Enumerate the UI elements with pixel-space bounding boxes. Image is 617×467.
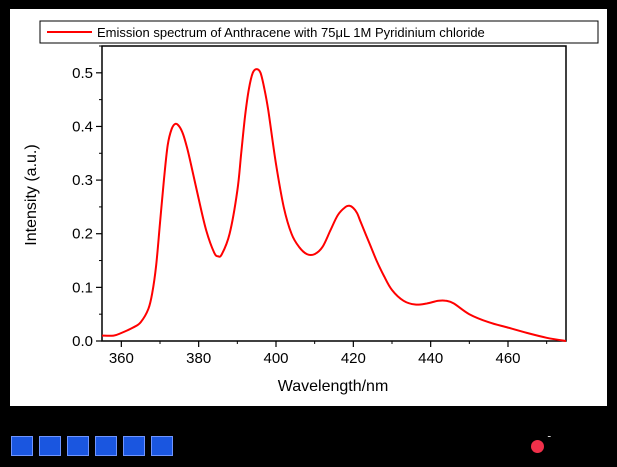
x-tick-label-400: 400 <box>263 350 288 367</box>
x-axis-label: Wavelength/nm <box>278 378 389 395</box>
x-tick-label-420: 420 <box>341 350 366 367</box>
y-tick-label-0.5: 0.5 <box>72 65 93 82</box>
emission-spectrum-chart: Emission spectrum of Anthracene with 75μ… <box>23 20 599 395</box>
y-tick-label-0.4: 0.4 <box>72 118 93 135</box>
plot-frame <box>101 45 567 342</box>
record-dot-icon[interactable] <box>531 440 544 453</box>
x-tick-label-440: 440 <box>418 350 443 367</box>
legend: Emission spectrum of Anthracene with 75μ… <box>39 20 599 44</box>
nav-button-1[interactable] <box>11 436 33 456</box>
nav-button-5[interactable] <box>123 436 145 456</box>
slide: Emission spectrum of Anthracene with 75μ… <box>10 9 607 406</box>
x-tick-label-460: 460 <box>495 350 520 367</box>
y-tick-label-0.1: 0.1 <box>72 279 93 296</box>
y-tick-label-0.3: 0.3 <box>72 172 93 189</box>
legend-box <box>39 20 599 44</box>
y-tick-label-0.2: 0.2 <box>72 226 93 243</box>
nav-button-4[interactable] <box>95 436 117 456</box>
axes <box>101 45 567 342</box>
series-line <box>101 68 567 342</box>
nav-button-6[interactable] <box>151 436 173 456</box>
tick-labels: 360 380 400 420 440 460 0.0 0.1 0.2 0.3 0.4 0.5 <box>72 65 520 367</box>
y-axis-label: Intensity (a.u.) <box>23 144 40 245</box>
x-tick-label-360: 360 <box>109 350 134 367</box>
nav-button-3[interactable] <box>67 436 89 456</box>
record-glyph-icon: ˉ <box>547 436 552 446</box>
nav-button-2[interactable] <box>39 436 61 456</box>
x-tick-label-380: 380 <box>186 350 211 367</box>
legend-label: Emission spectrum of Anthracene with 75μ… <box>97 25 485 40</box>
y-tick-label-0.0: 0.0 <box>72 333 93 350</box>
ticks <box>96 45 548 347</box>
